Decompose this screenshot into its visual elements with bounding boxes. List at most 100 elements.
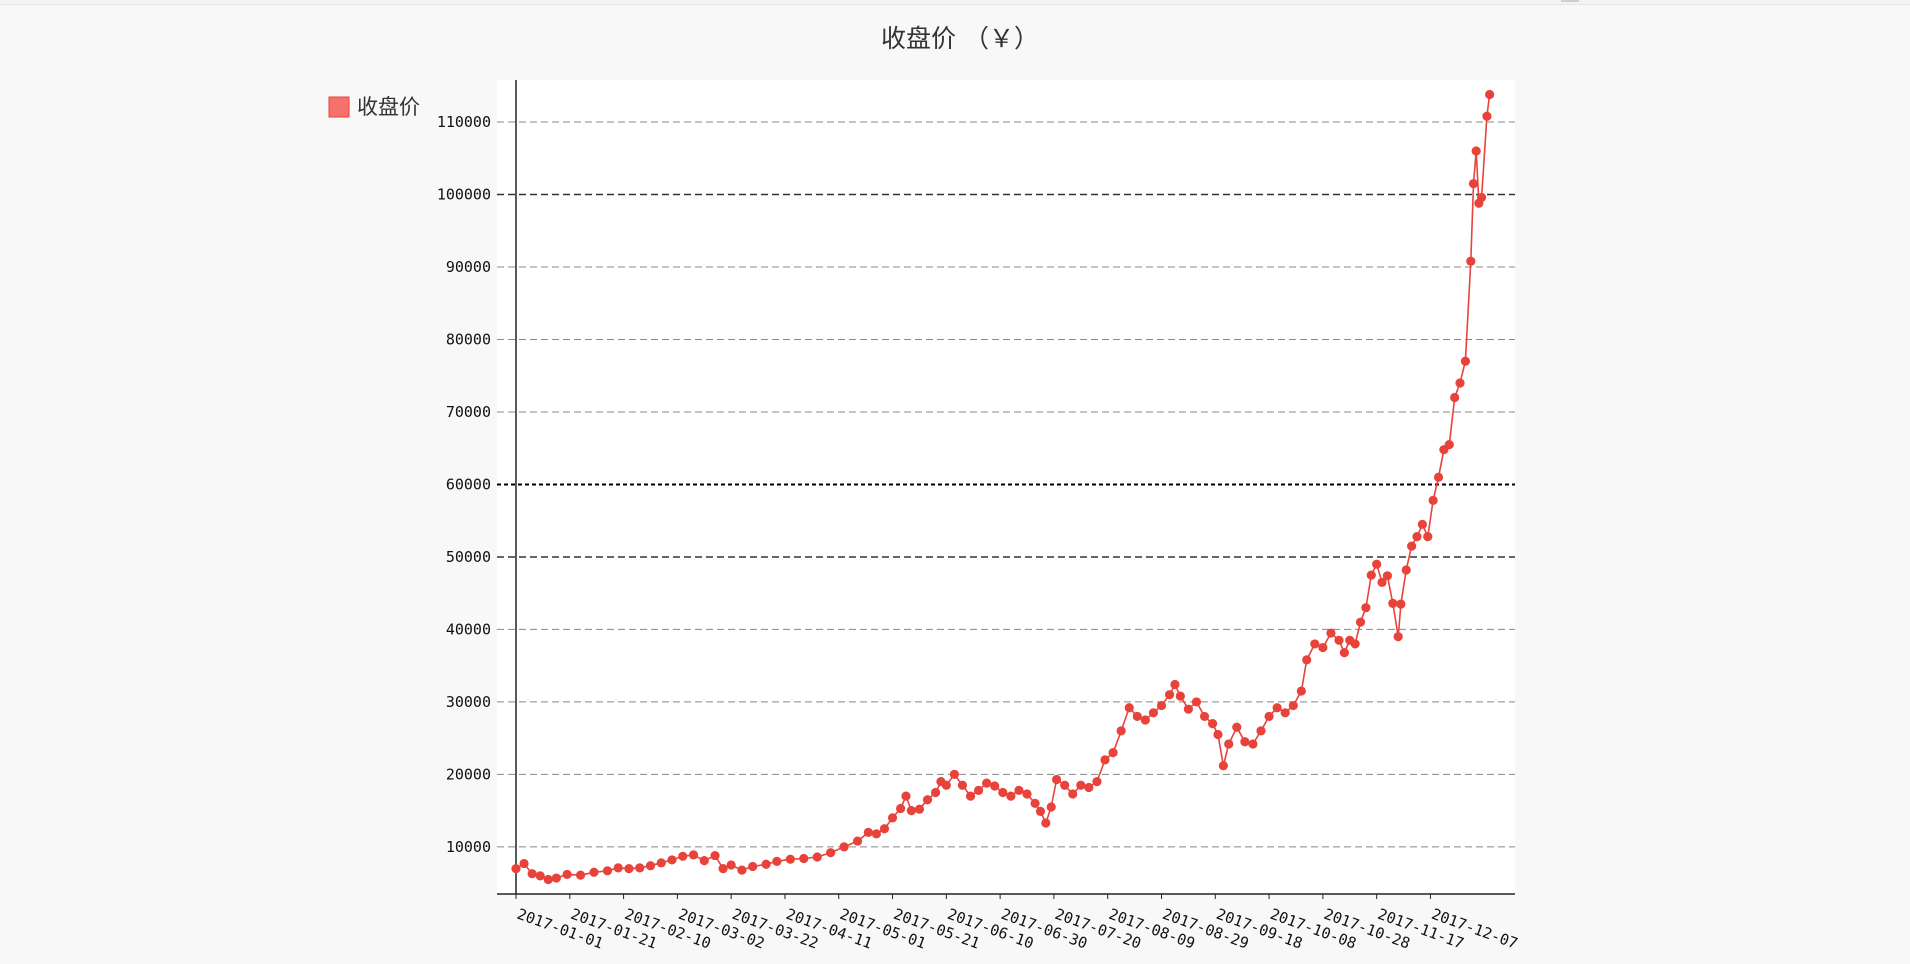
data-point	[710, 850, 720, 861]
data-point	[726, 860, 736, 870]
window-corner-mark	[1561, 0, 1579, 2]
data-point	[1412, 532, 1422, 542]
data-point	[1213, 729, 1223, 740]
data-point	[1393, 632, 1403, 642]
data-point	[974, 785, 984, 795]
x-axis-ticks: 2017-01-012017-01-212017-02-102017-03-02…	[515, 894, 1520, 953]
data-point	[990, 781, 1000, 791]
data-point	[812, 852, 822, 862]
data-point	[699, 856, 709, 866]
data-point	[678, 851, 688, 861]
data-point	[941, 780, 951, 790]
data-point	[826, 848, 836, 858]
data-point	[1423, 532, 1433, 542]
data-point	[852, 836, 863, 846]
data-point	[957, 780, 968, 790]
data-point	[575, 870, 586, 880]
data-point	[1006, 791, 1016, 801]
data-point	[1124, 703, 1134, 713]
data-point	[737, 865, 747, 875]
data-point	[839, 842, 849, 852]
data-point	[1485, 89, 1495, 100]
data-point	[1175, 691, 1185, 701]
data-point	[613, 863, 623, 873]
data-point	[1248, 739, 1258, 749]
data-point	[1014, 785, 1024, 795]
y-tick-label: 80000	[446, 330, 491, 348]
data-point	[1401, 565, 1411, 575]
data-point	[1264, 711, 1274, 722]
data-point	[1382, 571, 1393, 581]
data-point	[1407, 541, 1417, 551]
legend[interactable]: 收盘价	[328, 95, 420, 119]
data-point	[930, 787, 941, 798]
data-point	[602, 866, 613, 876]
data-point	[1460, 356, 1471, 366]
data-point	[1396, 599, 1406, 609]
data-point	[1100, 755, 1110, 765]
data-point	[1199, 711, 1210, 722]
data-point	[1183, 704, 1193, 714]
chart-title: 收盘价 （￥）	[881, 24, 1039, 53]
data-point	[871, 829, 882, 839]
data-point	[519, 858, 529, 869]
data-point	[635, 863, 645, 873]
data-point	[906, 806, 916, 816]
data-point	[1052, 774, 1062, 785]
y-tick-label: 70000	[446, 403, 491, 421]
data-point	[1482, 111, 1492, 121]
data-point	[1468, 179, 1479, 189]
data-point	[1207, 719, 1218, 729]
data-point	[879, 824, 890, 834]
data-point	[982, 778, 992, 788]
data-point	[887, 813, 898, 823]
data-point	[1339, 648, 1349, 658]
data-point	[1450, 392, 1460, 403]
legend-swatch	[328, 96, 350, 118]
data-point	[1132, 711, 1142, 722]
data-point	[1148, 708, 1159, 718]
data-point	[922, 795, 933, 805]
data-point	[1377, 577, 1387, 587]
data-point	[896, 803, 906, 814]
y-tick-label: 40000	[446, 620, 491, 638]
data-point	[1084, 782, 1094, 793]
data-point	[1046, 802, 1056, 812]
data-point	[998, 787, 1008, 798]
data-point	[535, 871, 545, 881]
y-tick-label: 60000	[446, 475, 491, 493]
data-point	[949, 769, 959, 780]
data-point	[1068, 789, 1078, 799]
data-point	[1170, 679, 1180, 690]
data-point	[1164, 690, 1175, 700]
data-point	[645, 861, 656, 871]
legend-label: 收盘价	[357, 95, 420, 119]
data-point	[1256, 726, 1266, 736]
data-point	[1471, 146, 1481, 156]
data-point	[799, 853, 809, 864]
data-point	[1334, 635, 1344, 645]
plot-area	[497, 80, 1515, 894]
data-point	[863, 827, 873, 837]
data-point	[1417, 519, 1427, 529]
data-point	[1108, 748, 1118, 758]
data-point	[1030, 798, 1040, 808]
data-point	[748, 861, 758, 872]
data-point	[1310, 639, 1320, 649]
data-point	[1156, 700, 1167, 711]
top-border	[0, 0, 1910, 5]
data-point	[1140, 715, 1150, 725]
data-point	[1355, 617, 1366, 627]
data-point	[1466, 256, 1476, 266]
data-point	[1224, 739, 1234, 749]
y-tick-label: 10000	[446, 838, 491, 856]
data-point	[1455, 378, 1465, 388]
data-point	[1361, 603, 1371, 613]
data-point	[1288, 700, 1298, 711]
data-point	[624, 864, 634, 874]
y-tick-label: 20000	[446, 765, 491, 783]
data-point	[1372, 559, 1382, 569]
y-tick-label: 30000	[446, 693, 491, 711]
data-point	[589, 867, 599, 877]
data-point	[1476, 192, 1487, 203]
